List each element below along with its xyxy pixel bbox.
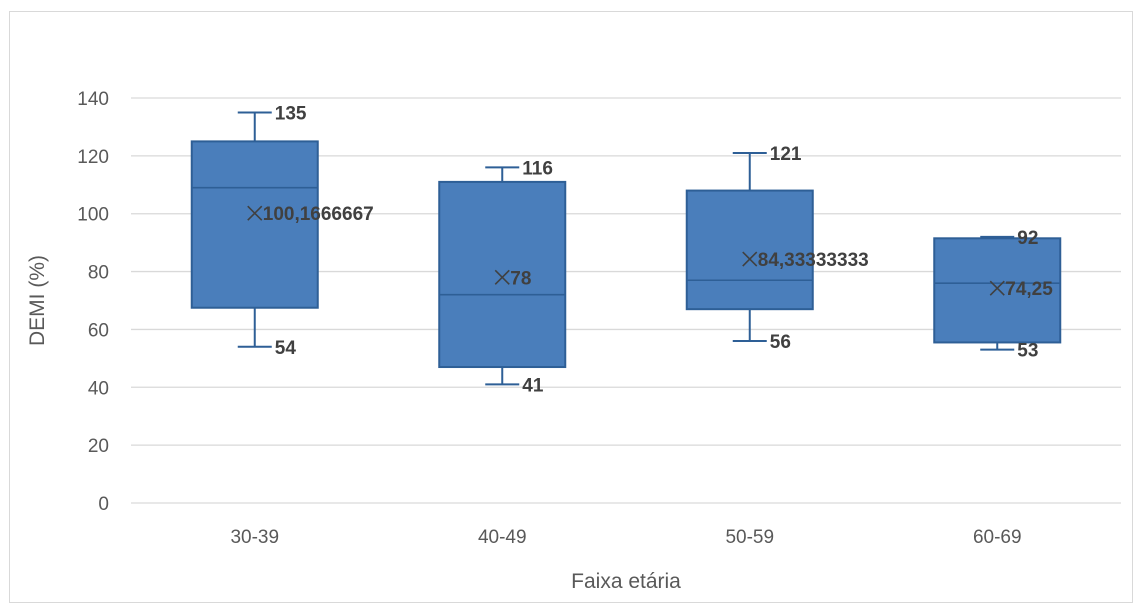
mean-marker bbox=[494, 269, 510, 285]
mean-marker bbox=[247, 205, 263, 221]
x-tick-label: 40-49 bbox=[478, 527, 527, 548]
data-label-max: 92 bbox=[1017, 228, 1038, 249]
iqr-box bbox=[933, 237, 1062, 344]
data-label-mean: 78 bbox=[510, 268, 531, 289]
mean-marker bbox=[742, 251, 758, 267]
box-40-49: 116 41 78 bbox=[438, 158, 567, 396]
data-label-mean: 84,33333333 bbox=[758, 250, 869, 271]
y-tick-label: 20 bbox=[88, 436, 109, 457]
data-label-min: 41 bbox=[522, 375, 544, 396]
iqr-box bbox=[190, 140, 319, 309]
data-label-mean: 100,1666667 bbox=[263, 204, 374, 225]
data-label-min: 56 bbox=[770, 332, 791, 353]
y-tick-label: 100 bbox=[77, 205, 109, 226]
iqr-box bbox=[685, 189, 814, 311]
boxes: 135 54 100,1666667 116 41 78 121 56 84,33333333 9… bbox=[190, 103, 1062, 396]
x-tick-label: 60-69 bbox=[973, 527, 1022, 548]
y-tick-label: 60 bbox=[88, 320, 109, 341]
y-tick-label: 0 bbox=[98, 494, 109, 515]
y-axis-title: DEMI (%) bbox=[26, 255, 49, 346]
x-tick-label: 50-59 bbox=[725, 527, 774, 548]
data-label-mean: 74,25 bbox=[1005, 279, 1053, 300]
data-label-max: 116 bbox=[522, 158, 553, 179]
data-label-min: 53 bbox=[1017, 341, 1038, 362]
data-label-max: 121 bbox=[770, 144, 802, 165]
y-tick-label: 40 bbox=[88, 378, 109, 399]
x-axis-ticks: 30-39 40-49 50-59 60-69 bbox=[230, 527, 1021, 548]
y-tick-label: 140 bbox=[77, 89, 109, 110]
y-axis-ticks: 0 20 40 60 80 100 120 140 bbox=[77, 89, 109, 515]
box-50-59: 121 56 84,33333333 bbox=[685, 144, 869, 353]
y-tick-label: 80 bbox=[88, 263, 109, 284]
iqr-box bbox=[438, 180, 567, 369]
y-tick-label: 120 bbox=[77, 147, 109, 168]
mean-marker bbox=[989, 280, 1005, 296]
box-60-69: 92 53 74,25 bbox=[933, 228, 1062, 362]
data-label-max: 135 bbox=[275, 103, 307, 124]
box-30-39: 135 54 100,1666667 bbox=[190, 103, 374, 359]
data-label-min: 54 bbox=[275, 338, 297, 359]
x-axis-title: Faixa etária bbox=[571, 570, 681, 593]
x-tick-label: 30-39 bbox=[230, 527, 279, 548]
